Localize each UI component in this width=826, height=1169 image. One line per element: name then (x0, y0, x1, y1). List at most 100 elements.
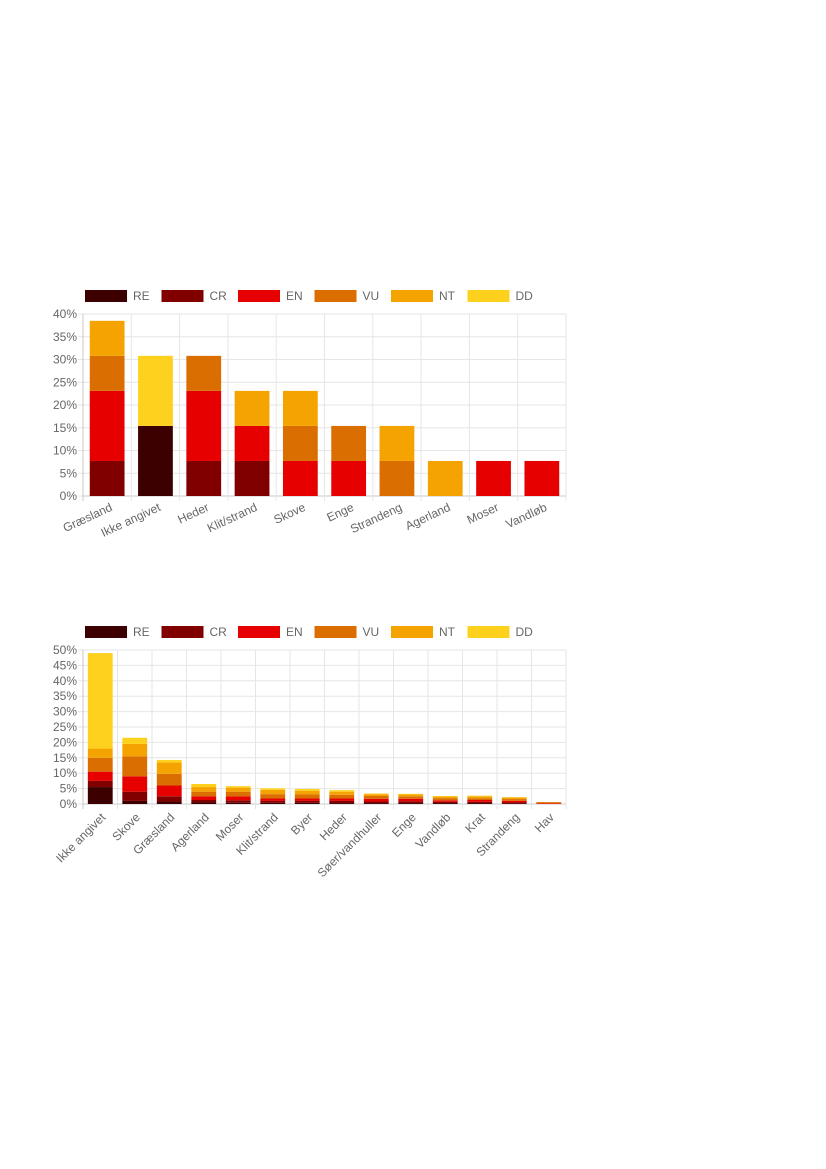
bar-segment-re[interactable] (294, 802, 320, 804)
bar-segment-cr[interactable] (329, 800, 355, 804)
bar-segment-vu[interactable] (260, 794, 286, 799)
bar-segment-cr[interactable] (467, 801, 493, 804)
bar-segment-vu[interactable] (379, 460, 415, 496)
bar-segment-nt[interactable] (260, 789, 286, 795)
bar-segment-dd[interactable] (138, 355, 173, 426)
bar-segment-cr[interactable] (501, 802, 527, 804)
bar-segment-en[interactable] (536, 803, 562, 804)
bar-segment-vu[interactable] (501, 799, 527, 801)
bar-segment-cr[interactable] (122, 791, 148, 801)
bar-segment-en[interactable] (225, 796, 251, 801)
bar-segment-dd[interactable] (156, 759, 182, 763)
legend-item-vu[interactable]: VU (314, 289, 380, 303)
bar-segment-vu[interactable] (294, 794, 320, 799)
bar-segment-en[interactable] (234, 425, 270, 461)
bar-segment-re[interactable] (467, 803, 493, 804)
bar-segment-en[interactable] (294, 798, 320, 801)
bar-segment-cr[interactable] (294, 800, 320, 803)
bar-segment-cr[interactable] (234, 460, 270, 496)
bar-segment-en[interactable] (87, 771, 113, 781)
bar-segment-nt[interactable] (363, 794, 389, 796)
bar-segment-vu[interactable] (225, 791, 251, 797)
bar-segment-re[interactable] (156, 801, 182, 804)
bar-segment-en[interactable] (331, 460, 367, 496)
bar-segment-re[interactable] (501, 803, 527, 804)
bar-segment-cr[interactable] (87, 780, 113, 788)
bar-segment-en[interactable] (432, 800, 458, 802)
bar-segment-cr[interactable] (186, 460, 222, 496)
bar-segment-dd[interactable] (260, 788, 286, 790)
legend-item-nt[interactable]: NT (391, 289, 456, 303)
bar-segment-vu[interactable] (536, 802, 562, 804)
bar-segment-vu[interactable] (467, 798, 493, 800)
bar-segment-dd[interactable] (398, 793, 424, 795)
bar-segment-re[interactable] (138, 425, 173, 496)
bar-segment-en[interactable] (398, 798, 424, 802)
bar-segment-cr[interactable] (398, 801, 424, 804)
bar-segment-nt[interactable] (122, 743, 148, 757)
bar-segment-en[interactable] (122, 776, 148, 792)
bar-segment-dd[interactable] (294, 788, 320, 791)
bar-segment-en[interactable] (501, 800, 527, 803)
bar-segment-re[interactable] (398, 803, 424, 804)
bar-segment-en[interactable] (363, 798, 389, 802)
legend-item-re[interactable]: RE (85, 289, 150, 303)
bar-segment-cr[interactable] (432, 801, 458, 804)
bar-segment-nt[interactable] (501, 797, 527, 800)
bar-segment-dd[interactable] (87, 653, 113, 749)
bar-segment-vu[interactable] (156, 773, 182, 786)
bar-segment-dd[interactable] (329, 790, 355, 792)
bar-segment-vu[interactable] (122, 756, 148, 777)
bar-segment-nt[interactable] (467, 796, 493, 799)
bar-segment-cr[interactable] (156, 796, 182, 802)
legend-item-dd[interactable]: DD (467, 289, 534, 303)
bar-segment-nt[interactable] (282, 390, 318, 426)
legend-item-dd[interactable]: DD (467, 625, 534, 639)
bar-segment-en[interactable] (329, 798, 355, 801)
bar-segment-re[interactable] (329, 803, 355, 804)
bar-segment-dd[interactable] (225, 786, 251, 788)
bar-segment-re[interactable] (260, 802, 286, 804)
bar-segment-cr[interactable] (260, 800, 286, 803)
bar-segment-cr[interactable] (191, 799, 217, 803)
bar-segment-en[interactable] (186, 390, 222, 461)
bar-segment-re[interactable] (432, 803, 458, 804)
bar-segment-en[interactable] (156, 785, 182, 797)
bar-segment-vu[interactable] (87, 757, 113, 772)
bar-segment-vu[interactable] (89, 355, 125, 391)
bar-segment-en[interactable] (89, 390, 125, 461)
bar-segment-nt[interactable] (87, 748, 113, 758)
bar-segment-vu[interactable] (331, 425, 367, 461)
bar-segment-dd[interactable] (432, 795, 458, 797)
bar-segment-re[interactable] (225, 802, 251, 804)
bar-segment-cr[interactable] (225, 800, 251, 803)
bar-segment-nt[interactable] (225, 787, 251, 792)
bar-segment-nt[interactable] (427, 460, 463, 496)
bar-segment-en[interactable] (191, 796, 217, 800)
bar-segment-nt[interactable] (398, 794, 424, 797)
bar-segment-en[interactable] (524, 460, 560, 496)
bar-segment-nt[interactable] (329, 791, 355, 795)
bar-segment-re[interactable] (191, 802, 217, 804)
bar-segment-re[interactable] (87, 787, 113, 804)
legend-item-cr[interactable]: CR (161, 289, 228, 303)
legend-item-re[interactable]: RE (85, 625, 150, 639)
bar-segment-nt[interactable] (432, 796, 458, 799)
legend-item-cr[interactable]: CR (161, 625, 228, 639)
bar-segment-cr[interactable] (89, 460, 125, 496)
bar-segment-vu[interactable] (186, 355, 222, 391)
legend-item-en[interactable]: EN (238, 625, 303, 639)
bar-segment-vu[interactable] (282, 425, 318, 461)
bar-segment-en[interactable] (476, 460, 511, 496)
bar-segment-dd[interactable] (363, 793, 389, 795)
bar-segment-re[interactable] (363, 803, 389, 804)
bar-segment-nt[interactable] (294, 790, 320, 795)
legend-item-en[interactable]: EN (238, 289, 303, 303)
bar-segment-en[interactable] (260, 798, 286, 801)
bar-segment-nt[interactable] (156, 762, 182, 774)
bar-segment-en[interactable] (282, 460, 318, 496)
legend-item-nt[interactable]: NT (391, 625, 456, 639)
bar-segment-nt[interactable] (379, 425, 415, 461)
bar-segment-vu[interactable] (398, 796, 424, 799)
bar-segment-dd[interactable] (467, 795, 493, 797)
